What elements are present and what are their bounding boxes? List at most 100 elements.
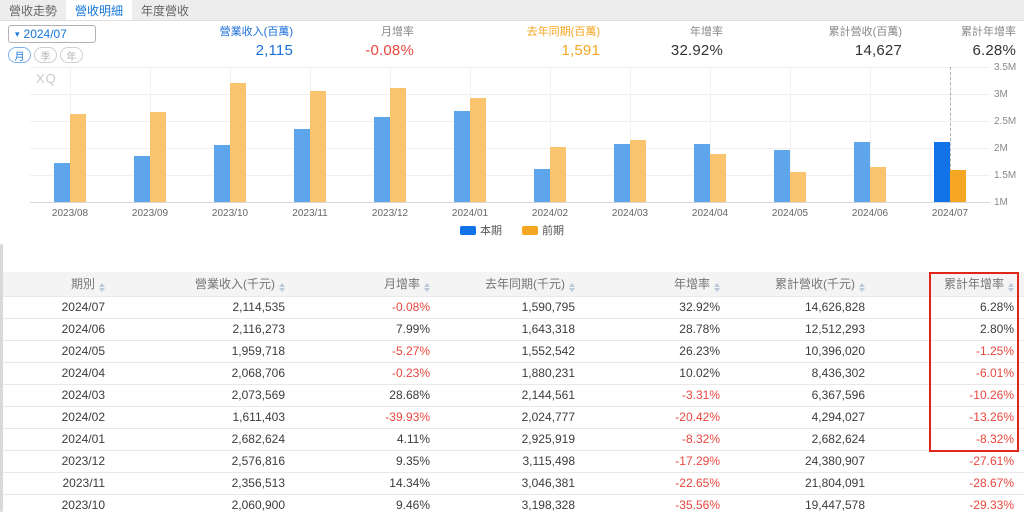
cell-period: 2024/06	[0, 317, 115, 340]
cell-revenue: 2,356,513	[115, 471, 295, 494]
stat-yoy-growth-label: 年增率	[690, 26, 723, 38]
column-header-cumulative-revenue[interactable]: 累計營收(千元)	[730, 272, 875, 296]
cell-mom-growth: -39.93%	[295, 405, 440, 428]
period-dropdown-value: 2024/07	[23, 27, 67, 41]
cell-mom-growth: 9.35%	[295, 449, 440, 472]
vertical-scrollbar[interactable]	[0, 244, 3, 512]
cell-yoy-growth: -20.42%	[585, 405, 730, 428]
table-row: 2024/01 2,682,624 4.11% 2,925,919 -8.32% 2,68…	[0, 427, 1024, 450]
current-period-bar[interactable]	[534, 169, 550, 202]
freq-quarter-button[interactable]: 季	[34, 47, 57, 63]
period-dropdown[interactable]: ▾ 2024/07	[8, 25, 96, 43]
stat-cumulative-yoy-value: 6.28%	[972, 42, 1016, 59]
column-header-last-year-same-period[interactable]: 去年同期(千元)	[440, 272, 585, 296]
current-period-bar[interactable]	[454, 111, 470, 202]
tab-annual-revenue[interactable]: 年度營收	[140, 3, 189, 18]
current-period-bar[interactable]	[694, 144, 710, 202]
previous-period-bar[interactable]	[470, 97, 486, 202]
current-period-bar[interactable]	[294, 128, 310, 202]
table-row: 2024/07 2,114,535 -0.08% 1,590,795 32.92% 14,…	[0, 295, 1024, 318]
y-tick-label: 3M	[994, 89, 1008, 100]
cell-yoy-growth: -8.32%	[585, 427, 730, 450]
legend-previous-period[interactable]: 前期	[522, 222, 564, 238]
current-period-bar[interactable]	[614, 144, 630, 202]
cell-cumulative-revenue: 14,626,828	[730, 295, 875, 318]
cell-period: 2023/11	[0, 471, 115, 494]
chart-plot-area: XQ	[30, 67, 990, 203]
previous-period-bar[interactable]	[230, 83, 246, 202]
stat-yoy-growth-value: 32.92%	[670, 42, 723, 59]
cell-period: 2024/01	[0, 427, 115, 450]
stat-mom-growth-value: -0.08%	[365, 42, 414, 59]
sort-icon	[279, 283, 285, 293]
cell-revenue: 2,114,535	[115, 295, 295, 318]
selected-period-line	[950, 67, 951, 202]
cell-mom-growth: 28.68%	[295, 383, 440, 406]
stat-cumulative-yoy-label: 累計年增率	[961, 26, 1016, 38]
previous-period-bar[interactable]	[550, 146, 566, 202]
column-header-label: 期別	[70, 277, 95, 292]
cell-revenue: 1,611,403	[115, 405, 295, 428]
current-period-bar[interactable]	[854, 141, 870, 202]
cell-period: 2024/04	[0, 361, 115, 384]
cell-cumulative-revenue: 8,436,302	[730, 361, 875, 384]
gridline	[870, 67, 871, 202]
current-period-bar[interactable]	[934, 142, 950, 202]
previous-period-bar[interactable]	[790, 172, 806, 202]
gridline	[30, 202, 990, 203]
cell-yoy-growth: -35.56%	[585, 493, 730, 516]
gridline	[30, 148, 990, 149]
current-period-bar[interactable]	[134, 155, 150, 202]
cell-cumulative-yoy-growth: 2.80%	[875, 317, 1024, 340]
current-period-bar[interactable]	[774, 150, 790, 202]
previous-period-bar[interactable]	[710, 154, 726, 202]
cell-last-year-same-period: 3,046,381	[440, 471, 585, 494]
stat-last-year-same-period: 去年同期(百萬) 1,591	[480, 23, 600, 59]
gridline	[30, 67, 990, 68]
gridline	[630, 67, 631, 202]
previous-period-bar[interactable]	[70, 113, 86, 202]
column-header-cumulative-yoy-growth[interactable]: 累計年增率	[875, 272, 1024, 296]
cell-cumulative-yoy-growth: -13.26%	[875, 405, 1024, 428]
current-period-bar[interactable]	[54, 163, 70, 202]
legend-current-period[interactable]: 本期	[460, 222, 502, 238]
cell-period: 2023/10	[0, 493, 115, 516]
table-row: 2024/04 2,068,706 -0.23% 1,880,231 10.02% 8,4…	[0, 361, 1024, 384]
cell-last-year-same-period: 1,590,795	[440, 295, 585, 318]
cell-yoy-growth: 26.23%	[585, 339, 730, 362]
x-tick-label: 2024/01	[451, 208, 489, 219]
cell-cumulative-revenue: 24,380,907	[730, 449, 875, 472]
column-header-revenue[interactable]: 營業收入(千元)	[115, 272, 295, 296]
current-period-bar[interactable]	[214, 144, 230, 202]
previous-period-bar[interactable]	[390, 87, 406, 202]
column-header-yoy-growth[interactable]: 年增率	[585, 272, 730, 296]
chart-legend: 本期 前期	[0, 222, 1024, 238]
previous-period-bar[interactable]	[870, 167, 886, 202]
freq-month-button[interactable]: 月	[8, 47, 31, 63]
y-tick-label: 1M	[994, 197, 1008, 208]
cell-last-year-same-period: 2,144,561	[440, 383, 585, 406]
current-period-bar[interactable]	[374, 116, 390, 202]
cell-revenue: 2,116,273	[115, 317, 295, 340]
previous-period-bar[interactable]	[310, 91, 326, 202]
column-header-label: 年增率	[673, 277, 710, 292]
stat-mom-growth-label: 月增率	[381, 26, 414, 38]
cell-period: 2023/12	[0, 449, 115, 472]
stat-cumulative-revenue: 累計營收(百萬) 14,627	[782, 23, 902, 59]
previous-period-bar[interactable]	[150, 111, 166, 202]
cell-revenue: 1,959,718	[115, 339, 295, 362]
tab-revenue-trend[interactable]: 營收走勢	[8, 3, 57, 18]
gridline	[790, 67, 791, 202]
previous-period-bar[interactable]	[950, 170, 966, 202]
tab-revenue-detail[interactable]: 營收明細	[66, 0, 132, 20]
revenue-bar-chart: XQ 3.5M 3M 2.5M 2M 1.5M 1M 2023/08 2023/09 2023…	[0, 62, 1024, 245]
y-tick-label: 3.5M	[994, 62, 1017, 73]
x-tick-label: 2024/06	[851, 208, 889, 219]
column-header-period[interactable]: 期別	[0, 272, 115, 296]
table-row: 2023/10 2,060,900 9.46% 3,198,328 -35.56% 19,…	[0, 493, 1024, 516]
cell-yoy-growth: -3.31%	[585, 383, 730, 406]
column-header-mom-growth[interactable]: 月增率	[295, 272, 440, 296]
freq-year-button[interactable]: 年	[60, 47, 83, 63]
previous-period-bar[interactable]	[630, 140, 646, 202]
cell-mom-growth: -5.27%	[295, 339, 440, 362]
